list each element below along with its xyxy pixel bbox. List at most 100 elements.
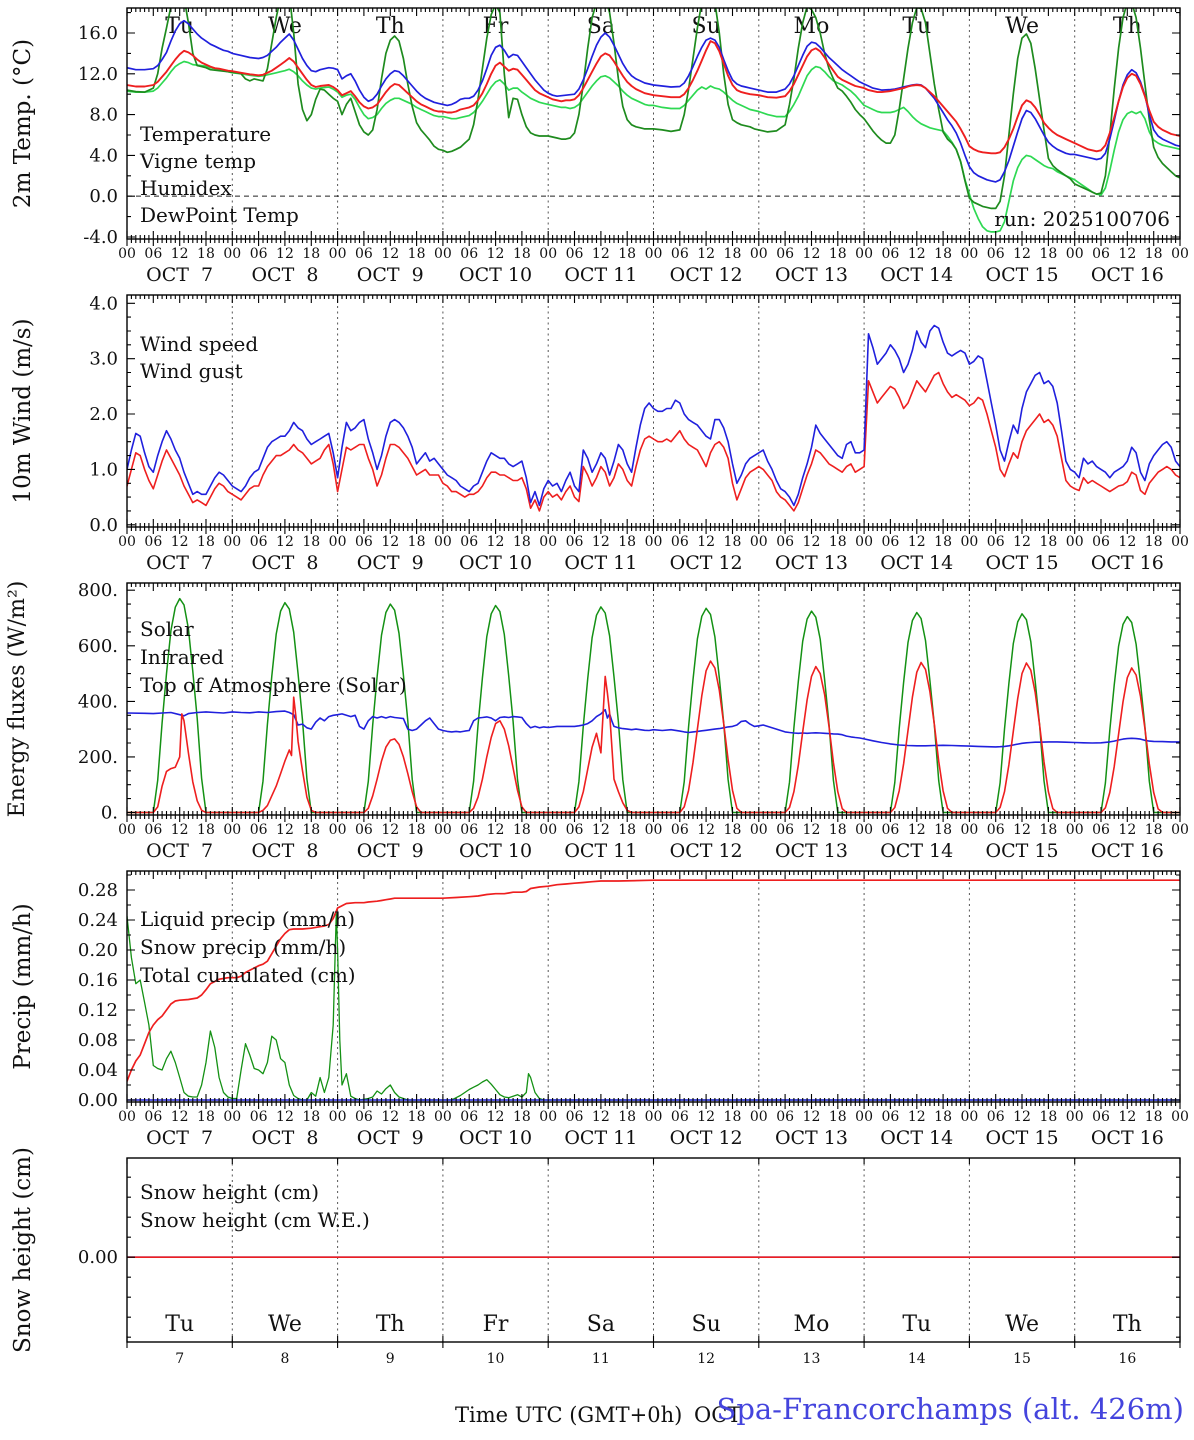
hour-tick-label: 00 [645, 246, 663, 262]
hour-tick-label: 06 [355, 822, 373, 838]
model-credit: MARv3.14 model forced by GFS (c) Lab. of… [3, 1395, 372, 1440]
panel-2m-temp: Tu We Th Fr Sa Su Mo Tu We Th16.012.08.04.00.0-4.… [10, 7, 1189, 286]
day-number-label: 10 [487, 1351, 505, 1367]
hour-tick-label: 12 [171, 1109, 189, 1125]
day-number-label: 9 [386, 1351, 395, 1367]
hour-tick-label: 12 [908, 534, 926, 550]
hour-tick-label: 00 [855, 246, 873, 262]
hour-tick-label: 00 [750, 246, 768, 262]
date-label: OCT 9 [357, 1127, 424, 1149]
hour-tick-label: 00 [1066, 822, 1084, 838]
hour-tick-label: 12 [276, 1109, 294, 1125]
hour-tick-label: 12 [381, 246, 399, 262]
legend-infrared: Infrared [140, 645, 224, 669]
hour-tick-label: 12 [803, 534, 821, 550]
hour-tick-label: 18 [829, 534, 847, 550]
hour-tick-label: 06 [460, 822, 478, 838]
date-label: OCT 16 [1091, 840, 1164, 862]
hour-tick-label: 06 [987, 822, 1005, 838]
hour-tick-label: 06 [144, 822, 162, 838]
tick-marks [126, 871, 1181, 1109]
hour-tick-label: 00 [329, 1109, 347, 1125]
hour-tick-label: 00 [645, 534, 663, 550]
date-label: OCT 15 [986, 840, 1059, 862]
hour-tick-label: 18 [724, 822, 742, 838]
hour-tick-label: 06 [776, 534, 794, 550]
y-tick-label: 800. [78, 580, 118, 601]
y-tick-label: 4.0 [89, 293, 118, 314]
hour-tick-label: 12 [908, 246, 926, 262]
legend-vigne-temp: Vigne temp [139, 149, 256, 173]
hour-tick-label: 06 [987, 246, 1005, 262]
date-label: OCT 14 [880, 264, 953, 286]
y-tick-label: 200. [78, 747, 118, 768]
date-label: OCT 10 [459, 264, 532, 286]
tick-marks [126, 1158, 1181, 1348]
run-label: run: 2025100706 [994, 207, 1170, 231]
day-name-label: Su [692, 1312, 721, 1337]
legend-solar: Solar [140, 617, 194, 641]
date-label: OCT 16 [1091, 1127, 1164, 1149]
y-tick-label: 8.0 [89, 105, 118, 126]
series-vigne-temp [127, 8, 1180, 210]
hour-tick-label: 00 [750, 534, 768, 550]
y-tick-label: 16.0 [78, 23, 118, 44]
date-label: OCT 13 [775, 264, 848, 286]
day-name-label: We [1005, 14, 1039, 39]
hour-tick-label: 00 [329, 246, 347, 262]
hour-tick-label: 06 [1092, 246, 1110, 262]
y-tick-label: 0.08 [78, 1030, 118, 1051]
hour-tick-label: 12 [803, 1109, 821, 1125]
series-infrared [127, 708, 1180, 748]
hour-tick-label: 12 [276, 534, 294, 550]
hour-tick-label: 18 [408, 1109, 426, 1125]
hour-tick-label: 18 [197, 1109, 215, 1125]
day-number-label: 16 [1118, 1351, 1136, 1367]
hour-tick-label: 00 [960, 246, 978, 262]
hour-tick-label: 18 [513, 1109, 531, 1125]
hour-tick-label: 18 [513, 822, 531, 838]
day-name-label: Th [376, 1312, 405, 1337]
date-label: OCT 15 [986, 264, 1059, 286]
date-label: OCT 11 [564, 1127, 637, 1149]
y-axis-title: 2m Temp. (°C) [10, 39, 36, 208]
hour-tick-label: 18 [934, 534, 952, 550]
day-number-label: 8 [280, 1351, 289, 1367]
hour-tick-label: 12 [1118, 246, 1136, 262]
date-label: OCT 15 [986, 1127, 1059, 1149]
legend-snow-precip-mm-h: Snow precip (mm/h) [140, 935, 346, 959]
tick-marks [126, 583, 1181, 822]
hour-tick-label: 00 [750, 1109, 768, 1125]
day-name-label: We [1005, 1312, 1039, 1337]
hour-tick-label: 12 [1118, 534, 1136, 550]
panel-10m-wind: 4.0 3.0 2.0 1.0 0.0 10m Wind (m/s) 00 06 12 18 00 0… [10, 293, 1189, 574]
y-tick-label: 0.0 [89, 186, 118, 207]
panel-energy-fluxes: 800. 600. 400. 200. 0. Energy fluxes (W/m²) 00… [5, 580, 1189, 862]
y-axis-title: Precip (mm/h) [10, 903, 36, 1069]
hour-tick-label: 00 [539, 534, 557, 550]
hour-tick-label: 06 [671, 822, 689, 838]
hour-tick-label: 12 [1118, 822, 1136, 838]
hour-tick-label: 06 [566, 246, 584, 262]
hour-tick-label: 06 [987, 534, 1005, 550]
hour-tick-label: 00 [1171, 534, 1189, 550]
hour-tick-label: 18 [1145, 822, 1163, 838]
hour-tick-label: 00 [434, 534, 452, 550]
day-name-label: Th [376, 14, 405, 39]
hour-tick-label: 00 [434, 822, 452, 838]
hour-tick-label: 12 [697, 246, 715, 262]
y-tick-label: 600. [78, 636, 118, 657]
y-tick-label: 0.00 [78, 1247, 118, 1268]
hour-tick-label: 18 [724, 246, 742, 262]
hour-tick-label: 18 [513, 246, 531, 262]
series-solar [127, 660, 1180, 814]
hour-tick-label: 12 [1013, 1109, 1031, 1125]
date-label: OCT 7 [146, 1127, 213, 1149]
hour-tick-label: 00 [855, 822, 873, 838]
hour-tick-label: 12 [803, 246, 821, 262]
hour-tick-label: 18 [302, 534, 320, 550]
day-number-label: 14 [908, 1351, 926, 1367]
hour-tick-label: 18 [829, 1109, 847, 1125]
hour-tick-label: 18 [513, 534, 531, 550]
